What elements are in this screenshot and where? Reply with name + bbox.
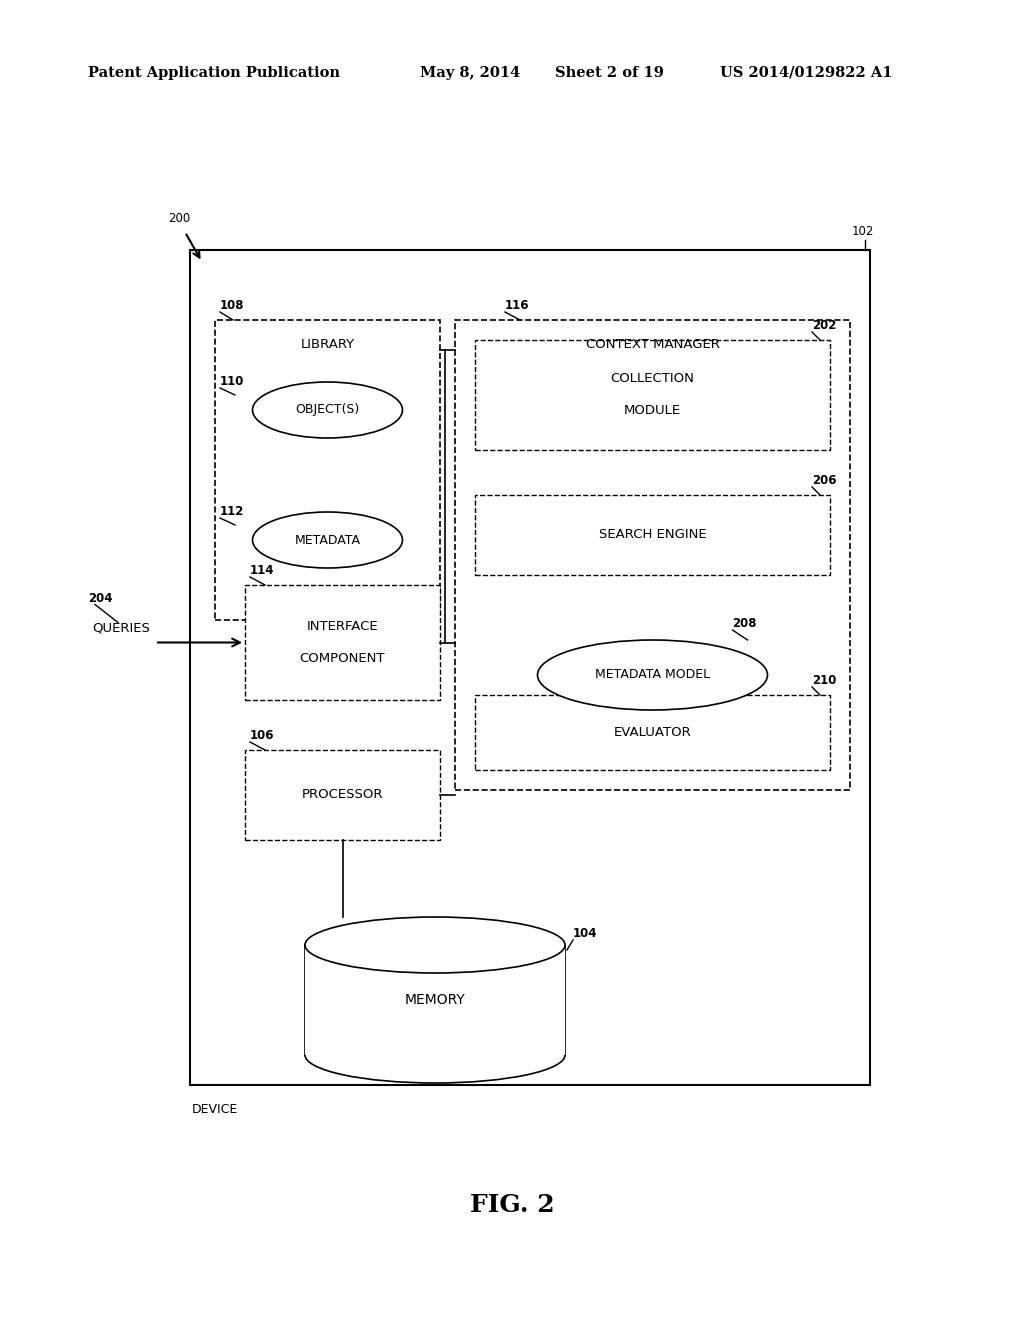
Text: 114: 114 <box>250 564 274 577</box>
Text: May 8, 2014: May 8, 2014 <box>420 66 520 81</box>
Text: 208: 208 <box>732 616 757 630</box>
Ellipse shape <box>253 381 402 438</box>
Text: 104: 104 <box>573 927 597 940</box>
Text: METADATA MODEL: METADATA MODEL <box>595 668 710 681</box>
FancyBboxPatch shape <box>475 341 830 450</box>
Text: COLLECTION: COLLECTION <box>610 372 694 385</box>
FancyBboxPatch shape <box>215 319 440 620</box>
Text: Patent Application Publication: Patent Application Publication <box>88 66 340 81</box>
Text: 116: 116 <box>505 300 529 312</box>
Text: OBJECT(S): OBJECT(S) <box>295 404 359 417</box>
Text: 204: 204 <box>88 591 113 605</box>
Text: Sheet 2 of 19: Sheet 2 of 19 <box>555 66 664 81</box>
Text: 112: 112 <box>220 506 245 517</box>
FancyBboxPatch shape <box>190 249 870 1085</box>
Ellipse shape <box>253 512 402 568</box>
Ellipse shape <box>305 917 565 973</box>
Text: COMPONENT: COMPONENT <box>300 652 385 665</box>
Text: LIBRARY: LIBRARY <box>300 338 354 351</box>
FancyBboxPatch shape <box>455 319 850 789</box>
Ellipse shape <box>538 640 768 710</box>
Text: 102: 102 <box>852 224 874 238</box>
Text: CONTEXT MANAGER: CONTEXT MANAGER <box>586 338 720 351</box>
Text: METADATA: METADATA <box>295 533 360 546</box>
Text: MODULE: MODULE <box>624 404 681 417</box>
Text: MEMORY: MEMORY <box>404 993 465 1007</box>
Text: 210: 210 <box>812 675 837 686</box>
Text: 206: 206 <box>812 474 837 487</box>
Text: PROCESSOR: PROCESSOR <box>302 788 383 801</box>
Text: EVALUATOR: EVALUATOR <box>613 726 691 739</box>
Text: DEVICE: DEVICE <box>193 1104 239 1115</box>
Text: 108: 108 <box>220 300 245 312</box>
Text: US 2014/0129822 A1: US 2014/0129822 A1 <box>720 66 893 81</box>
Text: 202: 202 <box>812 319 837 333</box>
FancyBboxPatch shape <box>305 945 565 1055</box>
Text: FIG. 2: FIG. 2 <box>470 1193 554 1217</box>
Text: INTERFACE: INTERFACE <box>306 620 378 634</box>
Text: 200: 200 <box>168 213 190 224</box>
Text: 110: 110 <box>220 375 245 388</box>
FancyBboxPatch shape <box>475 495 830 576</box>
FancyBboxPatch shape <box>245 750 440 840</box>
Text: SEARCH ENGINE: SEARCH ENGINE <box>599 528 707 541</box>
Text: 106: 106 <box>250 729 274 742</box>
FancyBboxPatch shape <box>475 696 830 770</box>
Text: QUERIES: QUERIES <box>92 622 150 635</box>
FancyBboxPatch shape <box>245 585 440 700</box>
